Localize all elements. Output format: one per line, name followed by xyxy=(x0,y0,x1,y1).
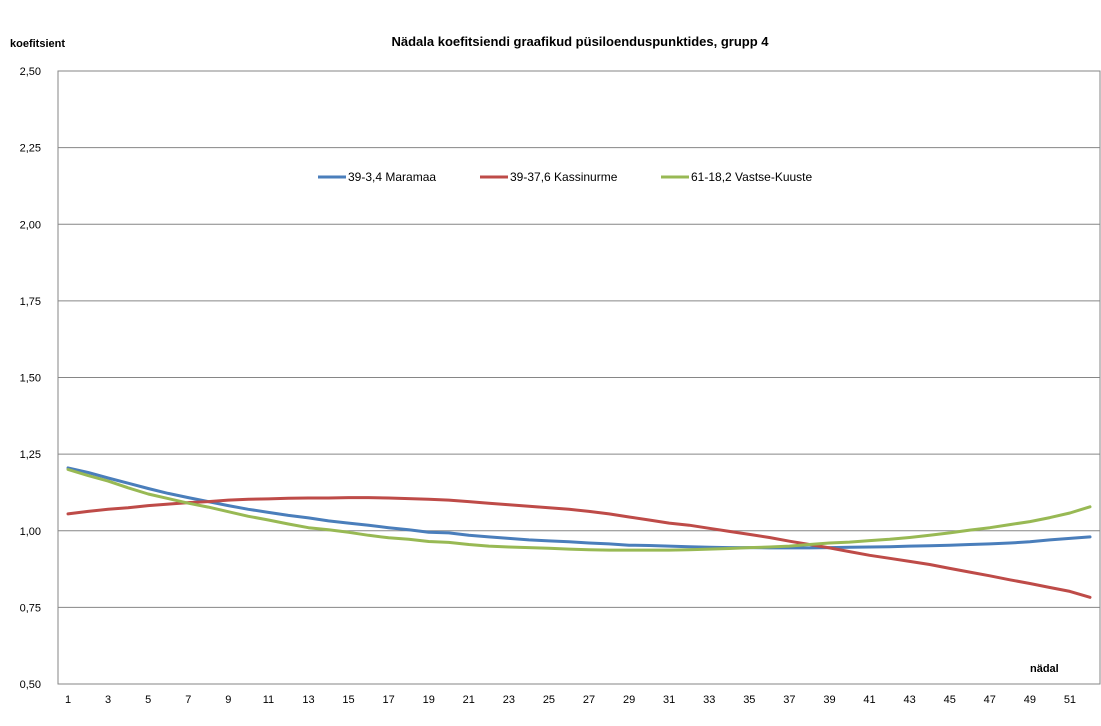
x-tick-label: 37 xyxy=(783,694,795,706)
x-tick-label: 19 xyxy=(423,694,435,706)
x-tick-label: 35 xyxy=(743,694,755,706)
gridlines xyxy=(58,70,1100,608)
x-tick-label: 11 xyxy=(263,694,274,706)
x-tick-label: 31 xyxy=(663,694,675,706)
x-tick-label: 29 xyxy=(623,694,635,706)
y-tick-label: 0,50 xyxy=(20,679,41,691)
x-tick-label: 15 xyxy=(342,694,354,706)
series-line-3 xyxy=(66,468,1092,552)
x-tick-label: 51 xyxy=(1064,694,1076,706)
x-tick-label: 5 xyxy=(145,694,151,706)
x-tick-labels: 1 3 5 7 9 11 13 15 17 19 21 23 25 27 29 31 33 35 37 39 41 43 4… xyxy=(65,694,1076,706)
x-tick-label: 1 xyxy=(65,694,71,706)
legend-entry: 39-3,4 Maramaa xyxy=(348,170,436,184)
legend: 39-3,4 Maramaa 39-37,6 Kassinurme 61-18,2 … xyxy=(318,170,813,184)
y-tick-label: 1,00 xyxy=(20,526,41,538)
x-tick-label: 33 xyxy=(703,694,715,706)
y-tick-label: 1,25 xyxy=(20,449,41,461)
x-tick-label: 3 xyxy=(105,694,111,706)
x-tick-label: 21 xyxy=(463,694,475,706)
y-tick-labels: 0,50 0,75 1,00 1,25 1,50 1,75 2,00 2,25 2,50 xyxy=(20,66,41,691)
x-axis-label: nädal xyxy=(1030,663,1059,675)
plot-area-border xyxy=(57,70,1101,685)
y-tick-label: 2,25 xyxy=(20,143,41,155)
x-tick-label: 27 xyxy=(583,694,595,706)
y-tick-label: 2,50 xyxy=(20,66,41,78)
x-tick-label: 23 xyxy=(503,694,515,706)
series-lines xyxy=(66,466,1092,599)
x-tick-label: 43 xyxy=(904,694,916,706)
x-tick-label: 49 xyxy=(1024,694,1036,706)
series-line-2 xyxy=(66,496,1092,599)
legend-entry: 61-18,2 Vastse-Kuuste xyxy=(691,170,813,184)
x-tick-label: 17 xyxy=(383,694,395,706)
legend-entry: 39-37,6 Kassinurme xyxy=(510,170,618,184)
x-tick-label: 41 xyxy=(863,694,875,706)
x-tick-label: 7 xyxy=(185,694,191,706)
x-tick-label: 25 xyxy=(543,694,555,706)
chart-title: Nädala koefitsiendi graafikud püsiloendu… xyxy=(391,34,769,49)
y-tick-label: 2,00 xyxy=(20,219,41,231)
y-tick-label: 1,50 xyxy=(20,373,41,385)
x-tick-label: 45 xyxy=(944,694,956,706)
axes xyxy=(57,70,1101,685)
x-tick-label: 13 xyxy=(302,694,314,706)
y-tick-label: 0,75 xyxy=(20,602,41,614)
y-axis-label: koefitsient xyxy=(10,38,65,50)
y-tick-label: 1,75 xyxy=(20,296,41,308)
x-tick-label: 47 xyxy=(984,694,996,706)
series-line-1 xyxy=(66,466,1092,550)
x-tick-label: 39 xyxy=(823,694,835,706)
x-tick-label: 9 xyxy=(225,694,231,706)
